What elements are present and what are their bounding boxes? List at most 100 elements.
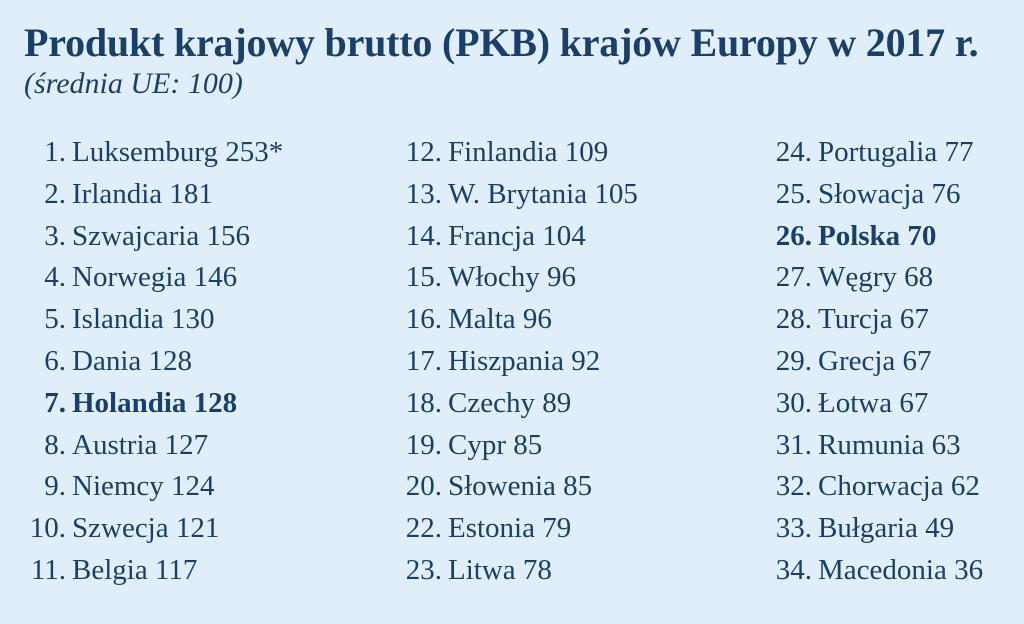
list-item-rank: 33.: [775, 512, 812, 545]
list-item: 30. Łotwa 67: [754, 383, 1024, 425]
list-item-rank: 12.: [405, 136, 442, 168]
list-item-text: Niemcy 124: [72, 470, 215, 503]
list-item: 1. Luksemburg 253*: [8, 132, 338, 174]
list-item-text: Macedonia 36: [818, 553, 984, 586]
list-item: 20. Słowenia 85: [384, 466, 714, 508]
list-item-rank: 15.: [405, 261, 442, 294]
list-item-rank: 23.: [405, 553, 442, 586]
list-item-rank: 6.: [44, 344, 66, 377]
list-item-rank: 24.: [775, 136, 812, 168]
ranking-column-3: 24. Portugalia 77 25. Słowacja 76 26. Polska …: [754, 132, 1024, 592]
list-item-rank: 18.: [405, 386, 442, 419]
list-item-rank: 20.: [405, 470, 442, 503]
list-item-text: Czechy 89: [448, 386, 572, 419]
list-item-rank: 19.: [405, 428, 442, 461]
list-item: 24. Portugalia 77: [754, 132, 1024, 174]
list-item-text: Szwecja 121: [72, 512, 220, 545]
list-item-rank: 25.: [775, 177, 812, 210]
list-item-text: Austria 127: [72, 428, 209, 461]
list-item-text: Malta 96: [448, 303, 552, 336]
list-item-text: Finlandia 109: [448, 136, 609, 168]
list-item: 29. Grecja 67: [754, 341, 1024, 383]
ranking-column-2: 12. Finlandia 109 13. W. Brytania 105 14. Fra…: [384, 132, 714, 592]
page-title: Produkt krajowy brutto (PKB) krajów Euro…: [24, 20, 979, 65]
list-item: 32. Chorwacja 62: [754, 466, 1024, 508]
list-item-rank: 34.: [775, 553, 812, 586]
list-item-text: Islandia 130: [72, 303, 215, 336]
list-item-rank: 30.: [775, 386, 812, 419]
list-item-text: Luksemburg 253*: [72, 136, 284, 168]
list-item: 31. Rumunia 63: [754, 425, 1024, 467]
list-item-rank: 26.: [775, 219, 812, 252]
list-item-text: Słowenia 85: [448, 470, 593, 503]
list-item-rank: 28.: [775, 303, 812, 336]
list-item: 3. Szwajcaria 156: [8, 216, 338, 258]
list-item-text: Dania 128: [72, 344, 192, 377]
list-item-text: Łotwa 67: [818, 386, 929, 419]
list-item: 16. Malta 96: [384, 299, 714, 341]
list-item-rank: 5.: [44, 303, 66, 336]
list-item-text: Norwegia 146: [72, 261, 238, 294]
list-item-text: Irlandia 181: [72, 177, 213, 210]
list-item-text: Chorwacja 62: [818, 470, 980, 503]
list-item: 4. Norwegia 146: [8, 257, 338, 299]
list-item: 23. Litwa 78: [384, 550, 714, 592]
list-item-rank: 22.: [405, 512, 442, 545]
list-item-rank: 17.: [405, 344, 442, 377]
list-item-text: Słowacja 76: [818, 177, 961, 210]
list-item: 28. Turcja 67: [754, 299, 1024, 341]
list-item-rank: 13.: [405, 177, 442, 210]
list-item-text: Cypr 85: [448, 428, 543, 461]
list-item-rank: 27.: [775, 261, 812, 294]
list-item: 11. Belgia 117: [8, 550, 338, 592]
list-item-text: Belgia 117: [72, 553, 198, 586]
list-item: 14. Francja 104: [384, 216, 714, 258]
list-item-text: Szwajcaria 156: [72, 219, 250, 252]
list-item-rank: 14.: [405, 219, 442, 252]
list-item-text: Rumunia 63: [818, 428, 961, 461]
list-item-rank: 2.: [44, 177, 66, 210]
list-item-text: Portugalia 77: [818, 136, 974, 168]
list-item: 34. Macedonia 36: [754, 550, 1024, 592]
list-item-text: Holandia 128: [72, 386, 238, 419]
list-item-text: Hiszpania 92: [448, 344, 601, 377]
list-item: 26. Polska 70: [754, 216, 1024, 258]
list-item-rank: 29.: [775, 344, 812, 377]
list-item: 2. Irlandia 181: [8, 174, 338, 216]
list-item-text: Węgry 68: [818, 261, 934, 294]
list-item-rank: 1.: [44, 136, 66, 168]
list-item-rank: 7.: [44, 386, 66, 419]
list-item: 18. Czechy 89: [384, 383, 714, 425]
list-item-rank: 16.: [405, 303, 442, 336]
list-item-text: Grecja 67: [818, 344, 932, 377]
list-item-text: Francja 104: [448, 219, 586, 252]
list-item-rank: 31.: [775, 428, 812, 461]
list-item-text: Litwa 78: [448, 553, 552, 586]
list-item-rank: 9.: [44, 470, 66, 503]
list-item-text: Bułgaria 49: [818, 512, 955, 545]
list-item: 9. Niemcy 124: [8, 466, 338, 508]
list-item: 15. Włochy 96: [384, 257, 714, 299]
list-item: 12. Finlandia 109: [384, 132, 714, 174]
list-item: 25. Słowacja 76: [754, 174, 1024, 216]
list-item-text: W. Brytania 105: [448, 177, 638, 210]
page-subtitle: (średnia UE: 100): [24, 67, 243, 100]
list-item-rank: 32.: [775, 470, 812, 503]
list-item: 5. Islandia 130: [8, 299, 338, 341]
list-item: 33. Bułgaria 49: [754, 508, 1024, 550]
list-item: 13. W. Brytania 105: [384, 174, 714, 216]
list-item: 27. Węgry 68: [754, 257, 1024, 299]
list-item-text: Turcja 67: [818, 303, 929, 336]
list-item-rank: 10.: [29, 512, 66, 545]
list-item: 10. Szwecja 121: [8, 508, 338, 550]
list-item: 22. Estonia 79: [384, 508, 714, 550]
list-item: 8. Austria 127: [8, 425, 338, 467]
list-item-text: Estonia 79: [448, 512, 572, 545]
list-item-rank: 3.: [44, 219, 66, 252]
list-item: 6. Dania 128: [8, 341, 338, 383]
list-item-rank: 8.: [44, 428, 66, 461]
list-item: 7. Holandia 128: [8, 383, 338, 425]
list-item-rank: 4.: [44, 261, 66, 294]
list-item: 19. Cypr 85: [384, 425, 714, 467]
list-item-text: Włochy 96: [448, 261, 577, 294]
